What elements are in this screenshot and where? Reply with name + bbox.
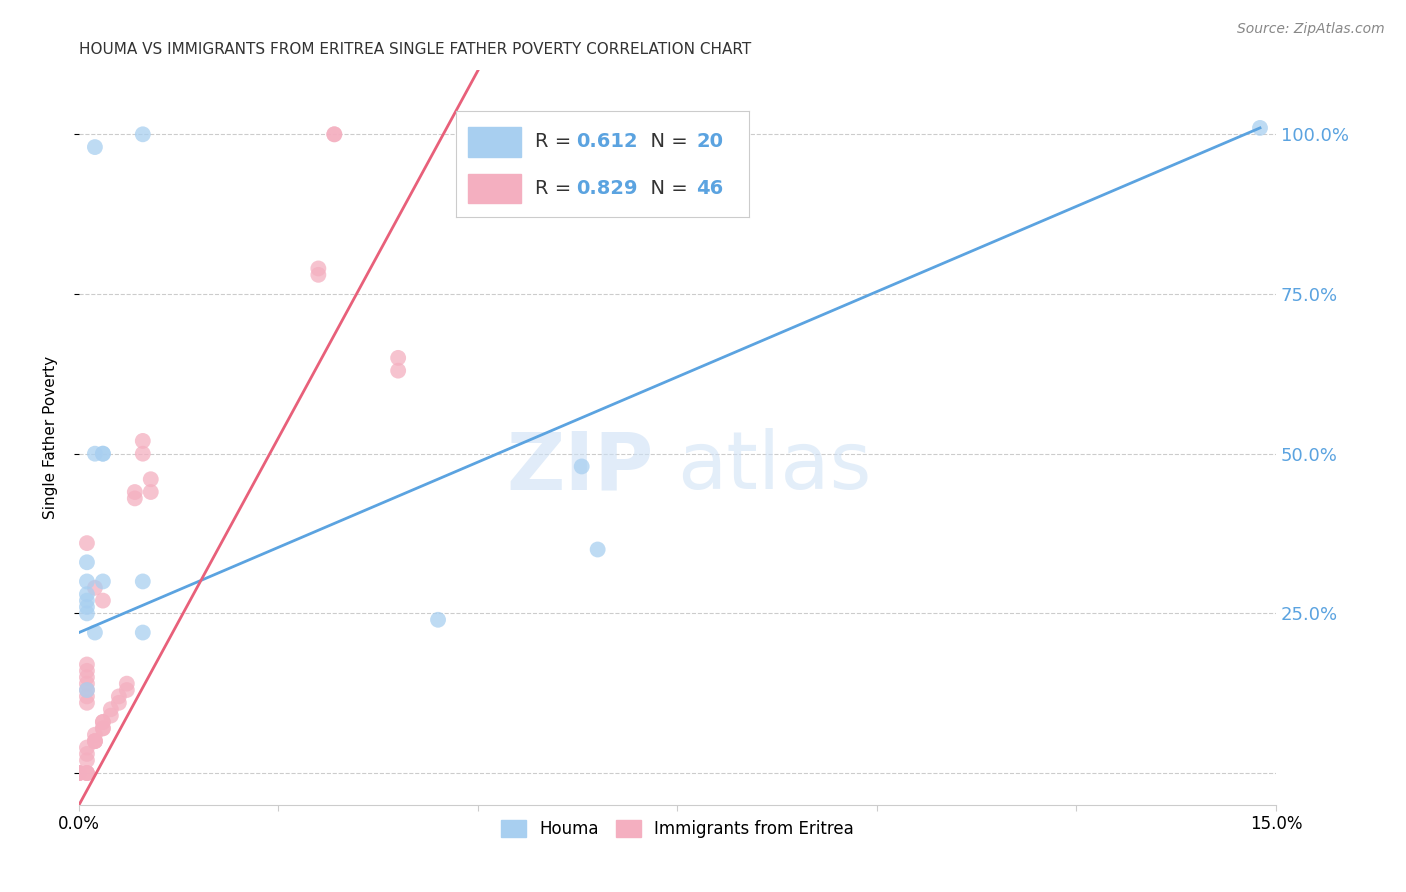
Point xyxy=(84,734,107,748)
Point xyxy=(387,351,409,365)
Point xyxy=(91,714,114,729)
Legend: Houma, Immigrants from Eritrea: Houma, Immigrants from Eritrea xyxy=(495,813,860,845)
Point xyxy=(76,587,98,601)
Point xyxy=(115,676,138,690)
Point xyxy=(323,128,346,142)
Text: HOUMA VS IMMIGRANTS FROM ERITREA SINGLE FATHER POVERTY CORRELATION CHART: HOUMA VS IMMIGRANTS FROM ERITREA SINGLE … xyxy=(79,42,751,57)
Point xyxy=(76,696,98,710)
Text: ZIP: ZIP xyxy=(506,428,654,506)
Point xyxy=(91,722,114,736)
Point xyxy=(323,128,346,142)
Point xyxy=(571,459,593,474)
Point xyxy=(76,657,98,672)
Point xyxy=(84,625,107,640)
Point xyxy=(76,690,98,704)
Point xyxy=(67,766,90,780)
Point xyxy=(108,696,131,710)
Point xyxy=(132,447,155,461)
Point xyxy=(115,683,138,698)
Point xyxy=(132,625,155,640)
Point xyxy=(76,607,98,621)
Text: Source: ZipAtlas.com: Source: ZipAtlas.com xyxy=(1237,22,1385,37)
Point xyxy=(307,268,329,282)
Point xyxy=(387,364,409,378)
Point xyxy=(76,536,98,550)
Point xyxy=(1249,120,1271,135)
Point xyxy=(84,581,107,595)
Point xyxy=(139,472,162,486)
Point xyxy=(76,766,98,780)
Point xyxy=(132,574,155,589)
Point xyxy=(139,485,162,500)
Y-axis label: Single Father Poverty: Single Father Poverty xyxy=(44,356,58,519)
Point xyxy=(132,434,155,448)
Point xyxy=(76,747,98,761)
Point xyxy=(586,542,609,557)
Point xyxy=(307,261,329,276)
Point xyxy=(91,714,114,729)
Point xyxy=(84,734,107,748)
Text: atlas: atlas xyxy=(678,428,872,506)
Point xyxy=(91,722,114,736)
Point xyxy=(427,613,450,627)
Point xyxy=(76,664,98,678)
Point xyxy=(76,753,98,767)
Point xyxy=(76,766,98,780)
Point xyxy=(84,734,107,748)
Point xyxy=(76,740,98,755)
Point xyxy=(67,766,90,780)
Point xyxy=(100,702,122,716)
Point xyxy=(91,574,114,589)
Point xyxy=(76,593,98,607)
Point xyxy=(84,728,107,742)
Point xyxy=(67,766,90,780)
Point xyxy=(76,683,98,698)
Point xyxy=(124,485,146,500)
Point xyxy=(76,766,98,780)
Point xyxy=(124,491,146,506)
Point xyxy=(84,447,107,461)
Point xyxy=(91,447,114,461)
Point xyxy=(76,574,98,589)
Point xyxy=(100,708,122,723)
Point xyxy=(76,555,98,569)
Point xyxy=(76,670,98,684)
Point xyxy=(84,140,107,154)
Point xyxy=(67,766,90,780)
Point xyxy=(108,690,131,704)
Point xyxy=(76,683,98,698)
Point xyxy=(76,599,98,614)
Point xyxy=(91,593,114,607)
Point xyxy=(91,447,114,461)
Point xyxy=(76,676,98,690)
Point xyxy=(132,128,155,142)
